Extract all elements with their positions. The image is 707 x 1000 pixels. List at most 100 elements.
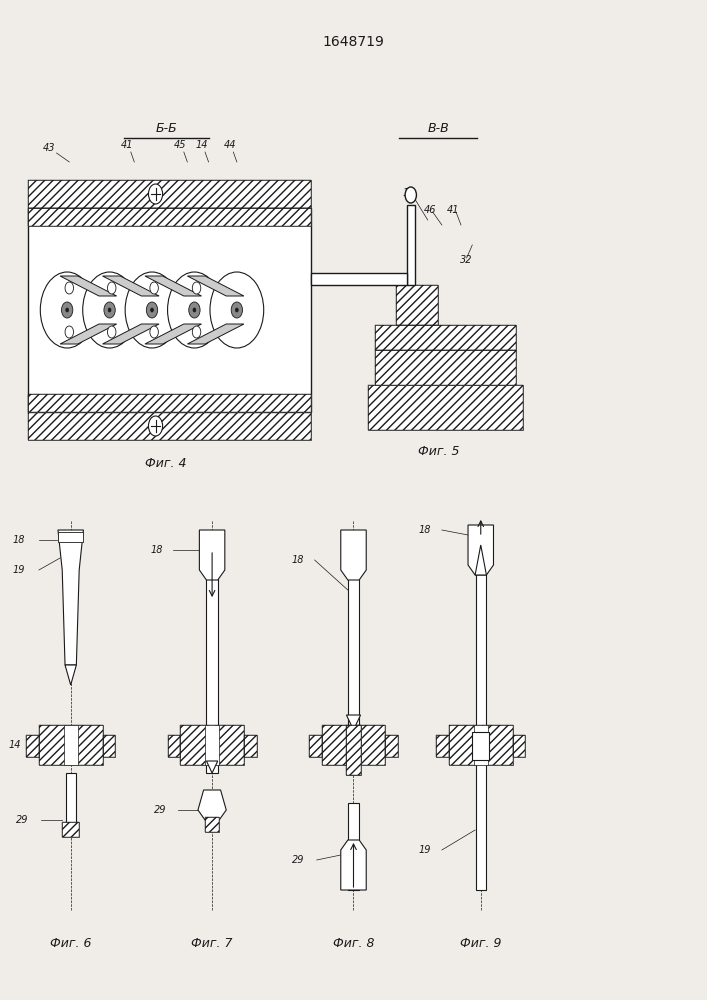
Bar — [28, 180, 311, 208]
Text: Б-Б: Б-Б — [156, 122, 177, 135]
Bar — [205, 817, 219, 832]
Bar — [407, 205, 415, 285]
Bar — [348, 803, 359, 890]
Text: Фиг. 8: Фиг. 8 — [333, 937, 374, 950]
Circle shape — [231, 302, 243, 318]
Circle shape — [150, 326, 158, 338]
Circle shape — [148, 184, 163, 204]
Bar — [322, 725, 385, 765]
Bar — [436, 735, 449, 757]
Circle shape — [65, 326, 74, 338]
Text: 41: 41 — [121, 140, 134, 150]
Bar — [346, 725, 361, 775]
Text: 29: 29 — [16, 815, 28, 825]
Circle shape — [210, 272, 264, 348]
Bar — [206, 570, 218, 773]
Bar — [28, 208, 311, 412]
Bar — [385, 735, 398, 757]
Polygon shape — [199, 530, 225, 580]
Text: 18: 18 — [291, 555, 304, 565]
Bar — [28, 208, 311, 226]
Polygon shape — [198, 790, 226, 820]
Bar — [103, 735, 115, 757]
Bar — [28, 394, 311, 412]
Bar — [375, 350, 516, 385]
Text: В-В: В-В — [428, 122, 449, 135]
Circle shape — [192, 326, 201, 338]
Bar — [168, 735, 180, 757]
Text: 1648719: 1648719 — [322, 35, 385, 49]
Text: 29: 29 — [153, 805, 166, 815]
Bar — [311, 273, 407, 285]
Bar — [205, 725, 219, 765]
Circle shape — [235, 308, 238, 312]
Bar — [28, 412, 311, 440]
Bar — [322, 725, 385, 765]
Circle shape — [40, 272, 94, 348]
Text: 14: 14 — [8, 740, 21, 750]
Circle shape — [66, 308, 69, 312]
Circle shape — [192, 282, 201, 294]
Bar — [58, 532, 83, 542]
Bar — [436, 735, 449, 757]
Bar — [368, 385, 523, 430]
Bar — [205, 817, 219, 832]
Polygon shape — [341, 840, 366, 890]
Text: 46: 46 — [424, 205, 437, 215]
Bar — [28, 394, 311, 412]
Polygon shape — [346, 715, 361, 730]
Text: 18: 18 — [12, 535, 25, 545]
Bar — [449, 725, 513, 765]
Circle shape — [108, 308, 111, 312]
Polygon shape — [145, 324, 201, 344]
Polygon shape — [475, 545, 486, 575]
Bar — [103, 735, 115, 757]
Circle shape — [148, 416, 163, 436]
Text: 18: 18 — [419, 525, 431, 535]
Text: 14: 14 — [403, 188, 416, 198]
Polygon shape — [341, 530, 366, 580]
Bar — [385, 735, 398, 757]
Bar — [28, 208, 311, 226]
Bar — [346, 725, 361, 765]
Bar — [476, 560, 486, 890]
Text: 29: 29 — [291, 855, 304, 865]
Bar — [26, 735, 39, 757]
Bar — [39, 725, 103, 765]
Bar — [375, 325, 516, 350]
Circle shape — [405, 187, 416, 203]
Bar — [168, 735, 180, 757]
Bar — [309, 735, 322, 757]
Bar — [368, 385, 523, 430]
Polygon shape — [60, 276, 117, 296]
Text: Фиг. 9: Фиг. 9 — [460, 937, 501, 950]
Text: 43: 43 — [43, 143, 56, 153]
Bar — [244, 735, 257, 757]
Circle shape — [65, 282, 74, 294]
Polygon shape — [103, 276, 159, 296]
Bar — [346, 725, 361, 775]
Bar — [375, 350, 516, 385]
Circle shape — [107, 326, 116, 338]
Text: Фиг. 5: Фиг. 5 — [418, 445, 459, 458]
Bar — [309, 735, 322, 757]
Text: Фиг. 6: Фиг. 6 — [50, 937, 91, 950]
Bar — [513, 735, 525, 757]
Text: Фиг. 4: Фиг. 4 — [146, 457, 187, 470]
Circle shape — [104, 302, 115, 318]
Circle shape — [83, 272, 136, 348]
Bar — [28, 412, 311, 440]
Bar — [28, 180, 311, 208]
Circle shape — [189, 302, 200, 318]
Text: 18: 18 — [150, 545, 163, 555]
Bar — [39, 725, 103, 765]
Polygon shape — [58, 530, 83, 665]
Bar — [244, 735, 257, 757]
Bar — [348, 545, 359, 730]
Bar — [180, 725, 244, 765]
Circle shape — [125, 272, 179, 348]
Bar — [180, 725, 244, 765]
Bar — [26, 735, 39, 757]
Polygon shape — [103, 324, 159, 344]
Bar — [396, 285, 438, 325]
